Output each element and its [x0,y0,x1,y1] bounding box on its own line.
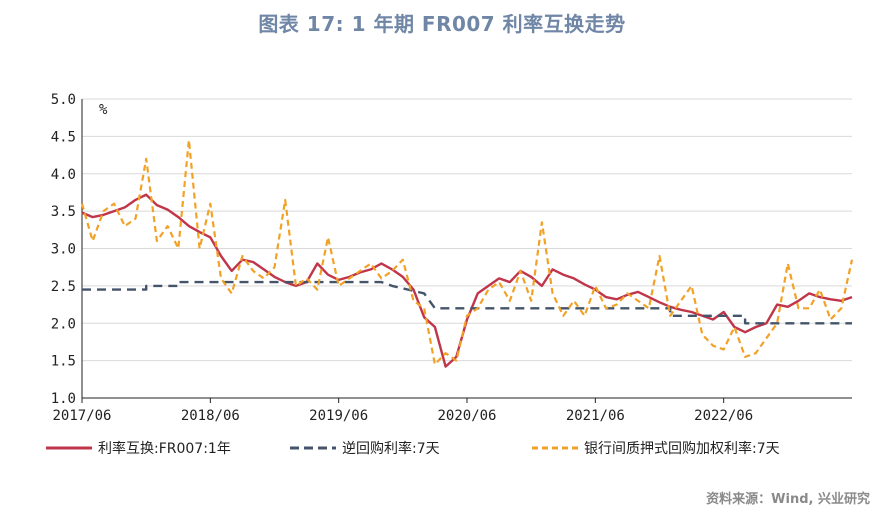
x-tick-label: 2021/06 [566,408,625,424]
y-tick-label: 4.5 [51,129,76,145]
chart-title: 图表 17: 1 年期 FR007 利率互换走势 [258,12,626,36]
y-tick-labels: 5.0 4.5 4.0 3.5 3.0 2.5 2.0 1.5 1.0 [51,92,76,407]
series-line-reverse_repo [82,280,852,325]
series-line-swap [81,193,853,368]
unit-label: % [99,102,108,118]
y-tick-label: 4.0 [51,167,76,183]
source-note: 资料来源：Wind, 兴业研究 [706,492,870,507]
grid-lines [82,98,852,362]
x-tick-label: 2019/06 [309,408,368,424]
y-tick-label: 1.5 [51,354,76,370]
x-tick-label: 2017/06 [52,408,111,424]
x-tick-label: 2022/06 [694,408,753,424]
legend-label-repo: 银行间质押式回购加权利率:7天 [584,440,780,457]
legend-label-swap: 利率互换:FR007:1年 [98,440,231,457]
legend: 利率互换:FR007:1年 逆回购利率:7天 银行间质押式回购加权利率:7天 [46,440,780,457]
y-tick-label: 5.0 [51,92,76,108]
y-tick-label: 2.5 [51,279,76,295]
series-line-repo [80,139,854,366]
legend-label-reverse_repo: 逆回购利率:7天 [342,440,440,457]
y-tick-label: 3.5 [51,204,76,220]
x-tick-label: 2020/06 [437,408,496,424]
y-tick-label: 1.0 [51,391,76,407]
x-tick-label: 2018/06 [181,408,240,424]
series-lines [80,139,854,368]
y-tick-label: 3.0 [51,242,76,258]
x-tick-labels: 2017/06 2018/06 2019/06 2020/06 2021/06 2022/… [52,398,753,424]
y-tick-label: 2.0 [51,316,76,332]
